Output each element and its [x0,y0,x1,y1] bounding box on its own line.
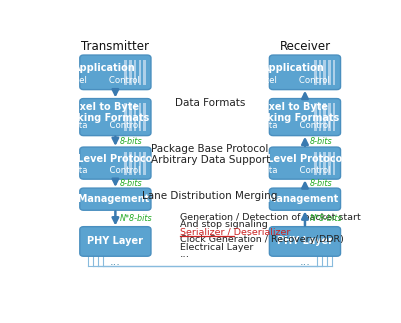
Bar [323,103,326,131]
Text: 8-bits: 8-bits [309,137,332,146]
Text: Application: Application [73,63,135,73]
Bar [134,103,136,131]
Text: N*8-bits: N*8-bits [309,214,342,223]
FancyBboxPatch shape [80,188,151,210]
Bar [134,151,136,175]
Bar [328,151,331,175]
Bar [143,151,146,175]
FancyBboxPatch shape [80,147,151,179]
Text: N*8-bits: N*8-bits [120,214,152,223]
Text: Pixel to Byte
Packing Formats: Pixel to Byte Packing Formats [58,102,150,123]
FancyBboxPatch shape [269,99,340,136]
Text: Serializer / Deserializer: Serializer / Deserializer [180,228,290,237]
Text: Data        Control: Data Control [257,121,330,130]
Bar [319,59,321,85]
Text: 8-bits: 8-bits [120,179,142,188]
Bar [333,151,335,175]
FancyBboxPatch shape [80,227,151,256]
Text: Transmitter: Transmitter [81,40,150,53]
Bar [129,59,132,85]
FancyBboxPatch shape [269,55,340,89]
Bar [333,59,335,85]
Text: Data        Control: Data Control [67,121,141,130]
Bar [314,103,316,131]
Bar [138,151,141,175]
Bar [319,103,321,131]
Text: Electrical Layer: Electrical Layer [180,243,253,252]
Text: ...: ... [110,257,121,267]
Text: 8-bits: 8-bits [120,137,142,146]
Text: Lane Management Layer: Lane Management Layer [237,194,373,204]
Text: PHY Layer: PHY Layer [277,236,333,246]
Text: Generation / Detection of packet start: Generation / Detection of packet start [180,213,361,222]
Bar [323,151,326,175]
Text: Receiver: Receiver [279,40,330,53]
FancyBboxPatch shape [80,99,151,136]
Bar [328,103,331,131]
Text: Data        Control: Data Control [67,166,141,175]
Bar [319,151,321,175]
FancyBboxPatch shape [269,147,340,179]
Bar [328,59,331,85]
Text: Pixel        Control: Pixel Control [67,76,140,85]
Text: PHY Layer: PHY Layer [87,236,144,246]
Bar [314,151,316,175]
Text: Data        Control: Data Control [257,166,330,175]
Bar [124,151,127,175]
Text: And stop signaling: And stop signaling [180,220,268,229]
FancyBboxPatch shape [269,227,340,256]
Text: 8-bits: 8-bits [309,179,332,188]
Text: Lane Distribution Merging: Lane Distribution Merging [142,191,278,201]
Bar [143,103,146,131]
Text: Pixel to Byte
Packing Formats: Pixel to Byte Packing Formats [248,102,339,123]
Text: Data Formats: Data Formats [175,99,245,109]
Bar [138,59,141,85]
Text: ...: ... [180,249,190,259]
Bar [124,59,127,85]
Bar [124,103,127,131]
Text: Clock Generation / Recovery(DDR): Clock Generation / Recovery(DDR) [180,235,344,244]
Bar [134,59,136,85]
Text: ...: ... [300,257,310,267]
Bar [143,59,146,85]
Bar [138,103,141,131]
Text: Lane Management Layer: Lane Management Layer [48,194,183,204]
FancyBboxPatch shape [80,55,151,89]
Text: Pixel        Control: Pixel Control [257,76,330,85]
Bar [314,59,316,85]
Text: Low Level Protocol: Low Level Protocol [242,154,345,164]
Bar [323,59,326,85]
Text: Package Base Protocol
Arbitrary Data Support: Package Base Protocol Arbitrary Data Sup… [150,144,270,165]
Text: Low Level Protocol: Low Level Protocol [52,154,156,164]
Bar [129,151,132,175]
Bar [333,103,335,131]
Bar [129,103,132,131]
Text: Application: Application [262,63,325,73]
FancyBboxPatch shape [269,188,340,210]
